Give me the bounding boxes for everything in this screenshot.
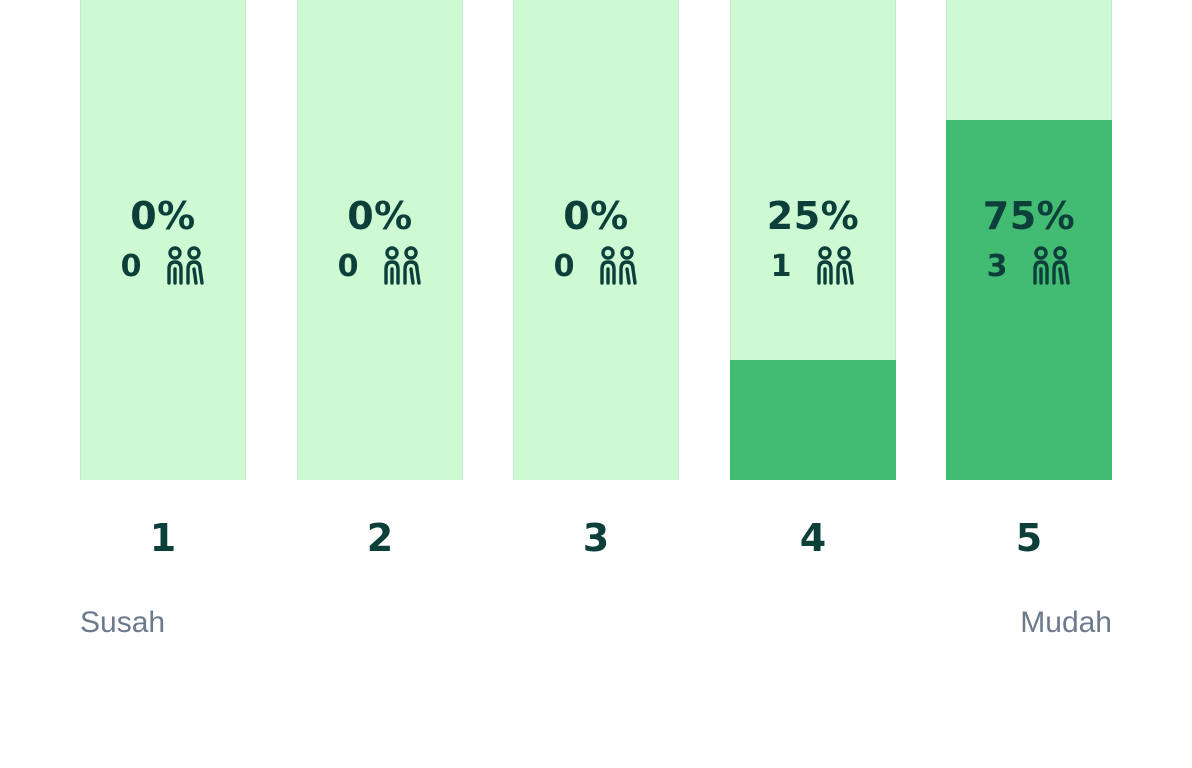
bar-value-label: 25% 1	[730, 192, 896, 288]
scale-max-label: Mudah	[1020, 606, 1112, 639]
respondent-count: 1	[730, 244, 896, 288]
people-icon	[1033, 246, 1071, 285]
respondent-count: 0	[297, 244, 463, 288]
respondent-count: 0	[80, 244, 246, 288]
category-label-4: 4	[799, 516, 827, 560]
count-label: 0	[337, 248, 359, 284]
people-icon	[600, 246, 638, 285]
category-label-1: 1	[149, 516, 177, 560]
bar-value-label: 0% 0	[297, 192, 463, 288]
people-icon	[817, 246, 855, 285]
count-label: 0	[120, 248, 142, 284]
count-label: 3	[986, 248, 1008, 284]
bar-4: 25% 1	[730, 0, 896, 480]
bar-fill	[730, 360, 896, 480]
category-label-5: 5	[1015, 516, 1043, 560]
category-label-3: 3	[582, 516, 610, 560]
people-icon	[384, 246, 422, 285]
bar-track	[297, 0, 463, 480]
scale-min-label: Susah	[80, 606, 166, 639]
percent-label: 0%	[347, 194, 413, 238]
bar-value-label: 75% 3	[946, 192, 1112, 288]
bar-fill	[946, 120, 1112, 480]
bar-3: 0% 0	[513, 0, 679, 480]
count-label: 0	[553, 248, 575, 284]
count-label: 1	[770, 248, 792, 284]
percent-label: 75%	[982, 194, 1076, 238]
bar-track	[80, 0, 246, 480]
percent-label: 25%	[766, 194, 860, 238]
bar-value-label: 0% 0	[513, 192, 679, 288]
bar-value-label: 0% 0	[80, 192, 246, 288]
people-icon	[167, 246, 205, 285]
respondent-count: 3	[946, 244, 1112, 288]
bar-1: 0% 0	[80, 0, 246, 480]
bar-track	[513, 0, 679, 480]
bar-5: 75% 3	[946, 0, 1112, 480]
percent-label: 0%	[130, 194, 196, 238]
respondent-count: 0	[513, 244, 679, 288]
category-label-2: 2	[366, 516, 394, 560]
percent-label: 0%	[563, 194, 629, 238]
bar-2: 0% 0	[297, 0, 463, 480]
